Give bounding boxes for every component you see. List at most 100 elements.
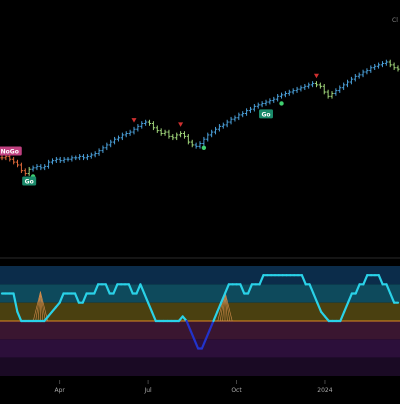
ohlc-bar [144,119,148,126]
ohlc-bar [225,119,229,128]
oscillator-segment [112,283,119,295]
ohlc-bar [299,85,303,92]
oscillator-segment [146,301,154,313]
ohlc-bar [213,126,218,135]
ohlc-bar [244,108,249,116]
ohlc-bar [369,65,373,73]
oscillator-segment [216,301,223,313]
ohlc-bar [376,62,381,69]
ohlc-bar [155,125,159,133]
ohlc-bar [109,139,113,148]
ohlc-bar [171,134,175,141]
ohlc-bar [252,104,256,112]
ohlc-bar [287,89,291,96]
ohlc-bar [43,164,47,171]
ohlc-bar [396,65,400,72]
mark-stroke [40,291,46,322]
ohlc-bar [128,129,132,136]
ohlc-bar [345,79,350,88]
signal-label: Go [259,109,273,119]
ohlc-bar [206,132,210,142]
ohlc-bar [27,166,31,176]
oscillator-segment [189,329,196,341]
ohlc-bar [15,159,20,168]
oscillator-segment [16,310,23,323]
oscillator-zone [0,266,400,285]
ohlc-bar [159,128,163,136]
ohlc-bar [19,162,24,173]
ohlc-bar [210,129,214,138]
oscillator-segment [143,292,150,304]
x-tick-label: Jul [143,387,152,394]
oscillator-segment [200,338,207,350]
ohlc-bar [112,136,117,145]
oscillator-segment [258,274,265,286]
mark-stroke [32,291,41,322]
oscillator-segment [316,301,323,313]
oscillator-mark [216,291,233,322]
ohlc-bar [353,74,357,82]
oscillator-segment [385,283,392,295]
oscillator-segment [135,283,142,295]
oscillator-panel [0,266,400,376]
oscillator-segment [127,283,134,295]
signal-label-box [0,146,22,156]
ohlc-bar [62,156,66,163]
oscillator-segment [208,319,215,332]
ohlc-bar [326,89,330,99]
oscillator-zone [0,321,400,340]
oscillator-segment [104,283,111,295]
ohlc-bar [229,116,233,125]
signal-label: NoGo [0,146,22,156]
ohlc-bar [81,154,86,161]
ohlc-bar [256,102,260,109]
oscillator-segment [220,292,227,304]
oscillator-segment [312,292,319,304]
ohlc-bar [54,156,58,163]
oscillator-segment [339,310,346,323]
oscillator-segment [300,274,307,286]
signal-label-box [259,109,273,119]
ohlc-bar [140,121,144,129]
ohlc-bar [31,165,35,172]
oscillator-segment [346,292,353,304]
ohlc-bar [295,86,299,93]
oscillator-segment [139,283,146,295]
ohlc-bar [93,151,97,158]
ohlc-bar [307,82,311,89]
oscillator-segment [58,292,65,304]
ohlc-bar [322,84,326,95]
mark-stroke [224,291,233,322]
ohlc-bar [151,121,156,131]
ohlc-bar [388,59,392,68]
oscillator-segment [223,283,230,295]
ohlc-bar [233,115,237,122]
ohlc-bar [175,132,179,141]
ohlc-bar [85,154,90,161]
x-axis: AprJulOct2024AprJul [54,380,333,394]
oscillator-segment [246,283,254,295]
oscillator-segment [193,338,200,350]
ohlc-bar [221,122,225,129]
ohlc-bar [0,155,4,161]
ohlc-bar [198,141,202,149]
ohlc-bar [136,124,140,132]
ohlc-bar [97,148,101,156]
ohlc-bar [78,154,82,161]
ohlc-bar [342,82,346,91]
signal-label-text: NoGo [1,149,19,156]
ohlc-bar [190,139,194,148]
ohlc-bar [237,112,241,121]
ohlc-bar [384,59,388,66]
oscillator-zone [0,284,400,303]
mark-stroke [37,291,41,322]
ohlc-bar [380,61,385,68]
ohlc-bar [74,155,78,161]
oscillator-segment [362,274,369,286]
ohlc-bar [276,94,280,102]
ohlc-bar [182,131,187,139]
ohlc-bar [178,131,183,138]
ohlc-bar [365,68,369,75]
